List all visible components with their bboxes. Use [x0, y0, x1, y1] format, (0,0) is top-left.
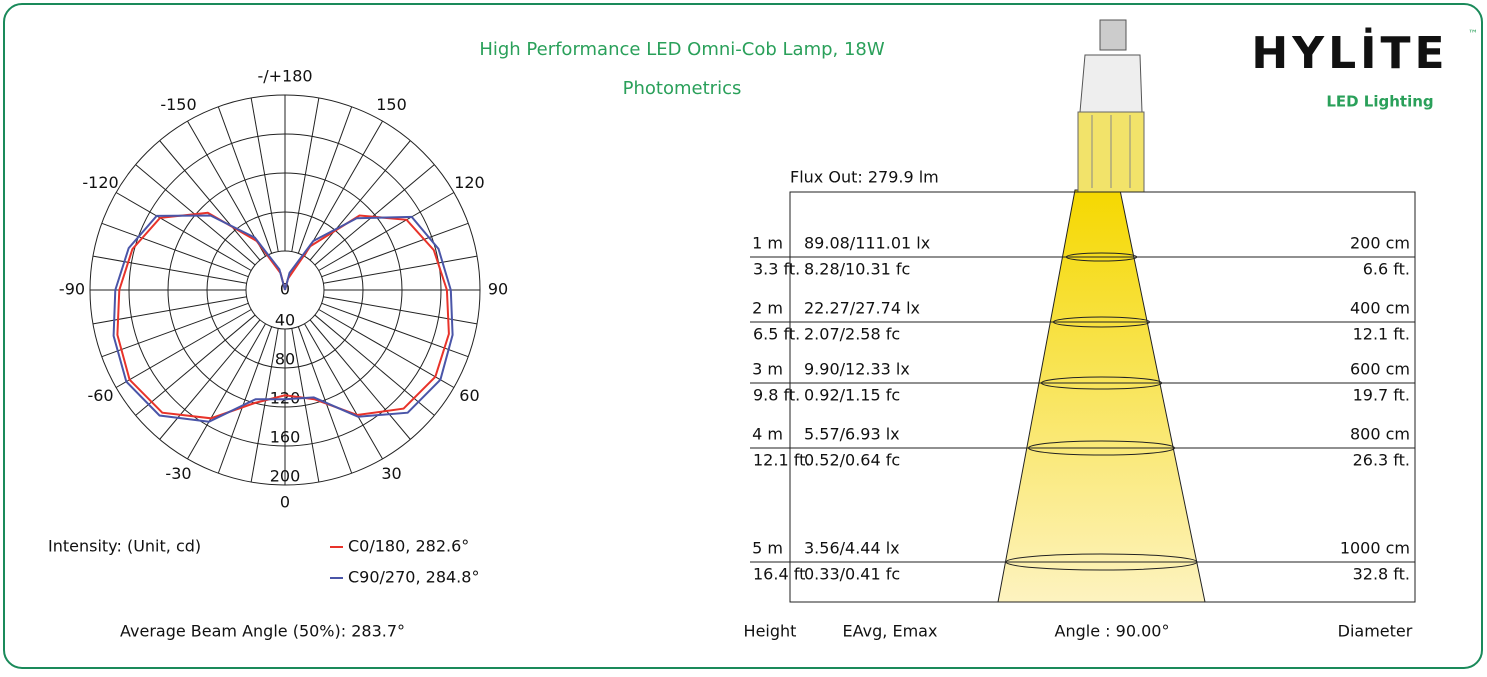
- fc: 0.33/0.41 fc: [804, 565, 900, 584]
- diam-cm: 1000 cm: [1340, 539, 1410, 558]
- diam-ft: 26.3 ft.: [1353, 451, 1410, 470]
- angle-tick-label: -60: [87, 386, 113, 405]
- footer-label: EAvg, Emax: [843, 622, 938, 641]
- light-cone: [998, 190, 1205, 602]
- lux: 5.57/6.93 lx: [804, 425, 900, 444]
- height-m: 5 m: [752, 539, 783, 558]
- brand: HYLİTE: [1251, 26, 1448, 79]
- angle-tick-label: 60: [459, 386, 479, 405]
- legend-label: C0/180, 282.6°: [348, 537, 469, 556]
- angle-tick-label: 30: [381, 464, 401, 483]
- height-m: 4 m: [752, 425, 783, 444]
- footer-label: Height: [744, 622, 797, 641]
- r-tick-label: 40: [275, 311, 295, 330]
- fc: 0.92/1.15 fc: [804, 386, 900, 405]
- subtitle: Photometrics: [623, 78, 742, 99]
- height-m: 3 m: [752, 360, 783, 379]
- diam-ft: 12.1 ft.: [1353, 325, 1410, 344]
- angle-tick-label: -30: [165, 464, 191, 483]
- fc: 8.28/10.31 fc: [804, 260, 910, 279]
- lux: 89.08/111.01 lx: [804, 234, 930, 253]
- diam-cm: 200 cm: [1350, 234, 1410, 253]
- title: High Performance LED Omni-Cob Lamp, 18W: [479, 39, 885, 60]
- footer-label: Angle : 90.00°: [1055, 622, 1170, 641]
- angle-tick-label: 150: [376, 95, 407, 114]
- fc: 0.52/0.64 fc: [804, 451, 900, 470]
- r-tick-label: 160: [270, 428, 301, 447]
- trademark: ™: [1468, 29, 1478, 40]
- angle-tick-label: 120: [454, 173, 485, 192]
- angle-tick-label: 0: [280, 493, 290, 512]
- brand-sub: LED Lighting: [1326, 93, 1433, 111]
- diam-cm: 800 cm: [1350, 425, 1410, 444]
- angle-tick-label: -90: [59, 280, 85, 299]
- diam-cm: 400 cm: [1350, 299, 1410, 318]
- diam-ft: 6.6 ft.: [1363, 260, 1410, 279]
- angle-tick-label: -/+180: [257, 67, 312, 86]
- fc: 2.07/2.58 fc: [804, 325, 900, 344]
- beam-angle: Average Beam Angle (50%): 283.7°: [120, 622, 405, 641]
- flux: Flux Out: 279.9 lm: [790, 168, 939, 187]
- lamp: [1078, 20, 1144, 192]
- r-tick-label: 80: [275, 350, 295, 369]
- r-tick-label: 200: [270, 467, 301, 486]
- lux: 3.56/4.44 lx: [804, 539, 900, 558]
- height-ft: 9.8 ft.: [753, 386, 800, 405]
- angle-tick-label: -120: [82, 173, 118, 192]
- height-m: 1 m: [752, 234, 783, 253]
- height-m: 2 m: [752, 299, 783, 318]
- height-ft: 12.1 ft.: [753, 451, 810, 470]
- diam-cm: 600 cm: [1350, 360, 1410, 379]
- diam-ft: 32.8 ft.: [1353, 565, 1410, 584]
- footer-label: Diameter: [1338, 622, 1413, 641]
- lux: 9.90/12.33 lx: [804, 360, 910, 379]
- height-ft: 3.3 ft.: [753, 260, 800, 279]
- legend-label: C90/270, 284.8°: [348, 568, 479, 587]
- frame: [4, 4, 1482, 668]
- height-ft: 16.4 ft: [753, 565, 805, 584]
- angle-tick-label: 90: [488, 280, 508, 299]
- height-ft: 6.5 ft.: [753, 325, 800, 344]
- unit-label: Intensity: (Unit, cd): [48, 537, 201, 556]
- angle-tick-label: -150: [160, 95, 196, 114]
- page: High Performance LED Omni-Cob Lamp, 18W …: [0, 0, 1487, 673]
- diam-ft: 19.7 ft.: [1353, 386, 1410, 405]
- lux: 22.27/27.74 lx: [804, 299, 920, 318]
